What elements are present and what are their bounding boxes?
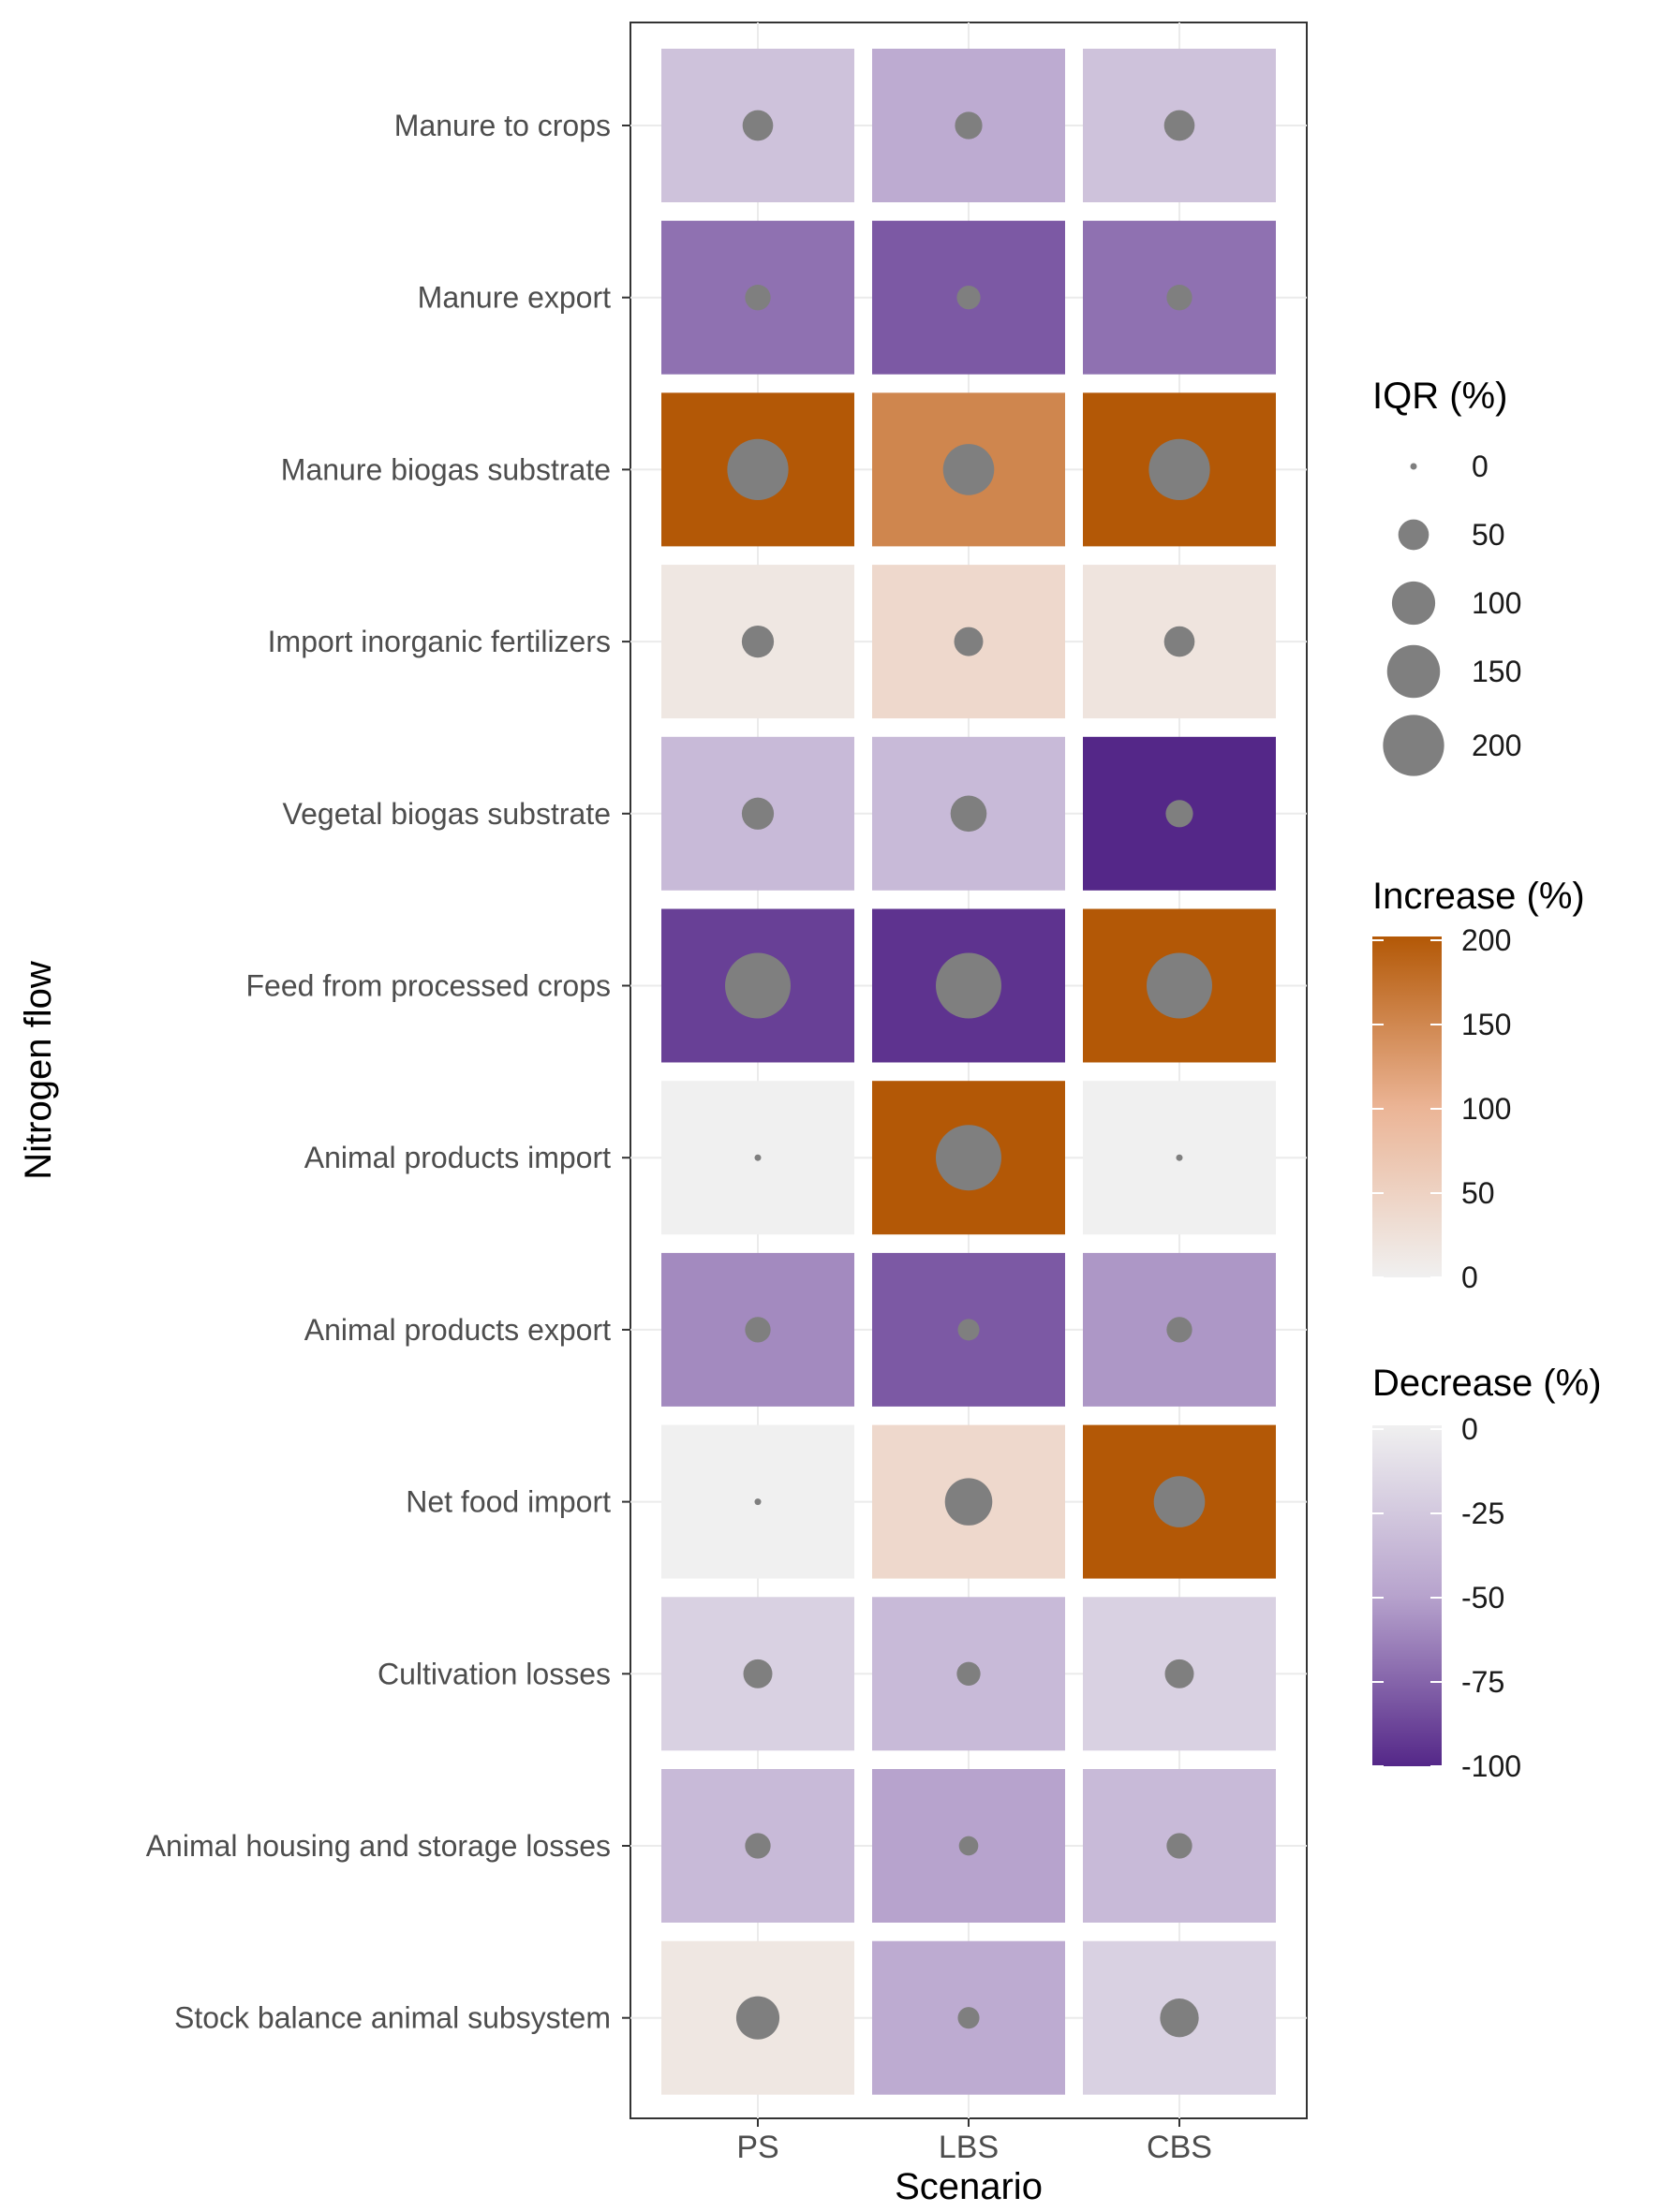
x-tick-label: CBS [1147, 2130, 1212, 2165]
size-legend-key [1386, 644, 1441, 699]
iqr-point [1148, 438, 1210, 501]
y-tick-label: Net food import [406, 1485, 611, 1519]
y-tick-label: Manure biogas substrate [281, 452, 611, 486]
increase-colorbar [1372, 936, 1442, 1277]
y-tick-label: Import inorganic fertilizers [268, 625, 611, 658]
x-axis-title: Scenario [895, 2166, 1043, 2207]
decrease-colorbar [1372, 1425, 1442, 1766]
iqr-point [725, 952, 791, 1019]
iqr-point [1163, 110, 1195, 141]
iqr-point [1164, 1659, 1194, 1688]
y-tick-label: Manure to crops [394, 109, 611, 142]
iqr-point [942, 444, 995, 495]
size-legend-label: 200 [1472, 729, 1521, 762]
size-legend-title: IQR (%) [1372, 376, 1507, 417]
colorbar-label: -75 [1461, 1665, 1504, 1699]
colorbar-label: 0 [1461, 1412, 1478, 1446]
x-tick-label: LBS [939, 2130, 999, 2165]
x-tick-label: PS [736, 2130, 778, 2165]
iqr-point [754, 1498, 762, 1506]
y-tick-label: Cultivation losses [378, 1657, 611, 1690]
size-legend-label: 50 [1472, 518, 1505, 552]
iqr-point [1163, 626, 1195, 657]
size-legend-key [1391, 581, 1436, 626]
decrease-legend: Decrease (%) 0 -25 -50 -75 -100 [1372, 1363, 1602, 1783]
iqr-point [1166, 285, 1192, 311]
size-legend-label: 150 [1472, 655, 1521, 688]
iqr-point [957, 1319, 980, 1341]
iqr-point [1166, 1833, 1192, 1859]
colorbar-label: -100 [1461, 1749, 1521, 1783]
iqr-point [955, 111, 983, 140]
y-tick-label: Animal housing and storage losses [146, 1829, 611, 1863]
size-legend: IQR (%) 0 50 100 150 200 [1372, 376, 1521, 776]
y-tick-label: Animal products export [304, 1313, 611, 1347]
iqr-point [741, 797, 775, 830]
y-tick-label: Animal products import [304, 1141, 611, 1174]
size-legend-label: 0 [1472, 450, 1489, 483]
size-legend-key [1383, 715, 1444, 776]
y-axis-tick-labels: Manure to crops Manure export Manure bioga… [146, 109, 630, 2035]
decrease-legend-title: Decrease (%) [1372, 1363, 1602, 1404]
size-legend-label: 100 [1472, 586, 1521, 620]
iqr-point [1176, 1154, 1183, 1161]
y-tick-label: Manure export [418, 281, 611, 315]
colorbar-label: 200 [1461, 923, 1511, 957]
iqr-point [741, 625, 775, 658]
iqr-point [745, 285, 771, 311]
iqr-point [936, 1125, 1001, 1191]
iqr-point [754, 1154, 762, 1161]
colorbar-label: 0 [1461, 1261, 1478, 1294]
size-legend-key [1410, 463, 1417, 470]
iqr-point [735, 1996, 780, 2040]
iqr-points [725, 110, 1212, 2040]
y-tick-label: Stock balance animal subsystem [174, 2001, 611, 2035]
iqr-point [936, 952, 1001, 1019]
colorbar-label: 50 [1461, 1176, 1495, 1210]
size-legend-key [1398, 519, 1429, 551]
iqr-point [957, 2007, 980, 2029]
y-tick-label: Vegetal biogas substrate [283, 797, 611, 831]
iqr-point [958, 1836, 979, 1856]
iqr-point [956, 1661, 981, 1686]
iqr-point [745, 1317, 771, 1343]
iqr-point [1160, 1998, 1199, 2038]
x-axis-tick-labels: PS LBS CBS [736, 2118, 1212, 2165]
iqr-point [950, 795, 987, 833]
iqr-point [944, 1478, 993, 1526]
colorbar-label: -50 [1461, 1581, 1504, 1615]
y-axis-title: Nitrogen flow [18, 961, 59, 1180]
colorbar-label: 100 [1461, 1092, 1511, 1126]
increase-legend-title: Increase (%) [1372, 876, 1585, 917]
iqr-point [1165, 800, 1193, 828]
colorbar-label: -25 [1461, 1497, 1504, 1530]
iqr-point [745, 1833, 771, 1859]
increase-legend: Increase (%) 200 150 100 50 0 [1372, 876, 1585, 1294]
iqr-point [1153, 1476, 1206, 1527]
iqr-point [956, 286, 981, 310]
iqr-point [743, 1659, 773, 1688]
iqr-point [1147, 952, 1212, 1019]
y-tick-label: Feed from processed crops [246, 969, 612, 1003]
iqr-point [727, 438, 789, 501]
colorbar-label: 150 [1461, 1008, 1511, 1041]
iqr-point [742, 110, 774, 141]
iqr-point [1166, 1317, 1192, 1343]
iqr-point [954, 627, 984, 656]
